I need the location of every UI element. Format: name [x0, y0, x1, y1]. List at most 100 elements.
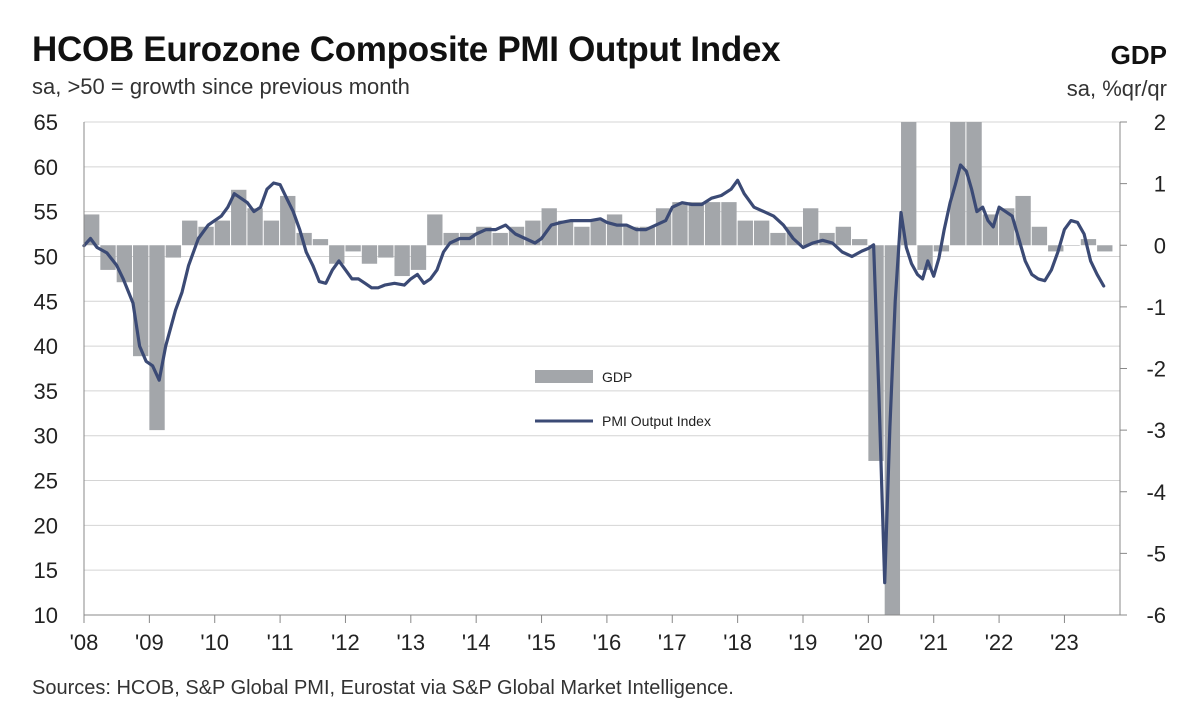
left-tick-label: 20: [34, 513, 58, 538]
x-tick-label: '20: [854, 630, 883, 655]
legend: GDP PMI Output Index: [535, 369, 711, 429]
gdp-bar: [165, 245, 182, 258]
source-note: Sources: HCOB, S&P Global PMI, Eurostat …: [32, 677, 734, 699]
x-tick-label: '09: [135, 630, 164, 655]
gdp-bar: [312, 239, 329, 246]
gdp-bar: [688, 202, 704, 246]
gdp-bar: [1080, 239, 1097, 246]
gdp-bar: [378, 245, 394, 258]
gdp-bar: [1097, 245, 1113, 252]
right-tick-label: -6: [1146, 603, 1166, 628]
gdp-bar: [345, 245, 361, 252]
gdp-bar: [835, 226, 852, 246]
gdp-bar: [133, 245, 149, 357]
left-tick-label: 45: [34, 289, 58, 314]
right-tick-label: -5: [1146, 541, 1166, 566]
left-tick-label: 30: [34, 424, 58, 449]
gdp-bar: [1031, 226, 1048, 246]
x-tick-label: '17: [658, 630, 687, 655]
gdp-bar: [214, 220, 231, 246]
x-axis-ticks: '08 '09 '10 '11 '12 '13 '14 '15 '16 '17 '18 '19 '20 '…: [70, 615, 1079, 655]
right-tick-label: 0: [1154, 233, 1166, 258]
x-tick-label: '16: [593, 630, 622, 655]
right-tick-label: 2: [1154, 110, 1166, 135]
left-axis-ticks: 10 15 20 25 30 35 40 45 50 55 60 65: [34, 110, 58, 628]
x-tick-label: '18: [723, 630, 752, 655]
left-tick-label: 65: [34, 110, 58, 135]
gdp-bar: [770, 232, 786, 246]
left-tick-label: 50: [34, 244, 58, 269]
gdp-bar: [574, 226, 590, 246]
gdp-bar: [950, 122, 966, 246]
gdp-bar: [623, 226, 639, 246]
legend-pmi-label: PMI Output Index: [602, 413, 711, 429]
gdp-bar: [672, 202, 688, 246]
gdp-bar: [116, 245, 133, 283]
gdp-bar: [1064, 245, 1080, 246]
legend-gdp-label: GDP: [602, 369, 632, 385]
right-axis-title: GDP: [1110, 40, 1167, 70]
gdp-bar: [84, 214, 100, 246]
left-tick-label: 25: [34, 469, 58, 494]
gdp-bar: [590, 220, 606, 246]
gdp-bar: [149, 245, 165, 431]
gdp-bar: [394, 245, 410, 277]
gdp-bar: [557, 220, 574, 246]
x-tick-label: '15: [527, 630, 556, 655]
gdp-bar: [410, 245, 427, 270]
right-axis-subtitle: sa, %qr/qr: [1066, 76, 1167, 101]
gdp-bar: [231, 189, 247, 246]
gdp-bar: [966, 122, 982, 246]
right-tick-label: -1: [1146, 295, 1166, 320]
gdp-bar: [786, 226, 802, 246]
gdp-bar: [639, 226, 655, 246]
x-tick-label: '23: [1050, 630, 1079, 655]
gdp-bar: [427, 214, 443, 246]
chart-subtitle: sa, >50 = growth since previous month: [32, 74, 410, 99]
gdp-bar: [247, 208, 263, 246]
pmi-output-line: [82, 163, 1106, 585]
gdp-bar: [182, 220, 198, 246]
gdp-bar: [263, 220, 280, 246]
right-tick-label: -2: [1146, 357, 1166, 382]
right-axis-ticks: 2 1 0 -1 -2 -3 -4 -5 -6: [1120, 110, 1166, 628]
chart-title: HCOB Eurozone Composite PMI Output Index: [32, 30, 781, 69]
grid-lines: [84, 121, 1120, 571]
right-tick-label: 1: [1154, 172, 1166, 197]
gdp-bar: [704, 202, 721, 246]
left-tick-label: 35: [34, 379, 58, 404]
x-tick-label: '12: [331, 630, 360, 655]
gdp-bar: [606, 214, 623, 246]
left-tick-label: 60: [34, 155, 58, 180]
gdp-bar: [802, 208, 819, 246]
gdp-bar: [753, 220, 770, 246]
left-tick-label: 10: [34, 603, 58, 628]
gdp-bar: [852, 239, 868, 246]
gdp-bar: [999, 208, 1015, 246]
gdp-bar: [492, 232, 508, 246]
gdp-bar: [721, 202, 737, 246]
legend-gdp-swatch: [535, 370, 593, 383]
x-tick-label: '11: [267, 630, 294, 655]
left-tick-label: 40: [34, 334, 58, 359]
x-tick-label: '14: [462, 630, 491, 655]
right-tick-label: -3: [1146, 418, 1166, 443]
x-tick-label: '13: [396, 630, 425, 655]
x-tick-label: '10: [200, 630, 229, 655]
x-tick-label: '19: [789, 630, 818, 655]
gdp-bar: [901, 122, 917, 246]
left-tick-label: 55: [34, 200, 58, 225]
gdp-bar: [329, 245, 345, 264]
gdp-bar: [1048, 245, 1064, 252]
gdp-bar: [361, 245, 378, 264]
x-tick-label: '21: [919, 630, 948, 655]
x-tick-label: '22: [985, 630, 1014, 655]
right-tick-label: -4: [1146, 480, 1166, 505]
gdp-bar: [884, 245, 901, 615]
gdp-bar: [1015, 195, 1031, 246]
x-tick-label: '08: [70, 630, 99, 655]
pmi-line-layer: [82, 163, 1106, 585]
left-tick-label: 15: [34, 558, 58, 583]
gdp-bar: [737, 220, 753, 246]
